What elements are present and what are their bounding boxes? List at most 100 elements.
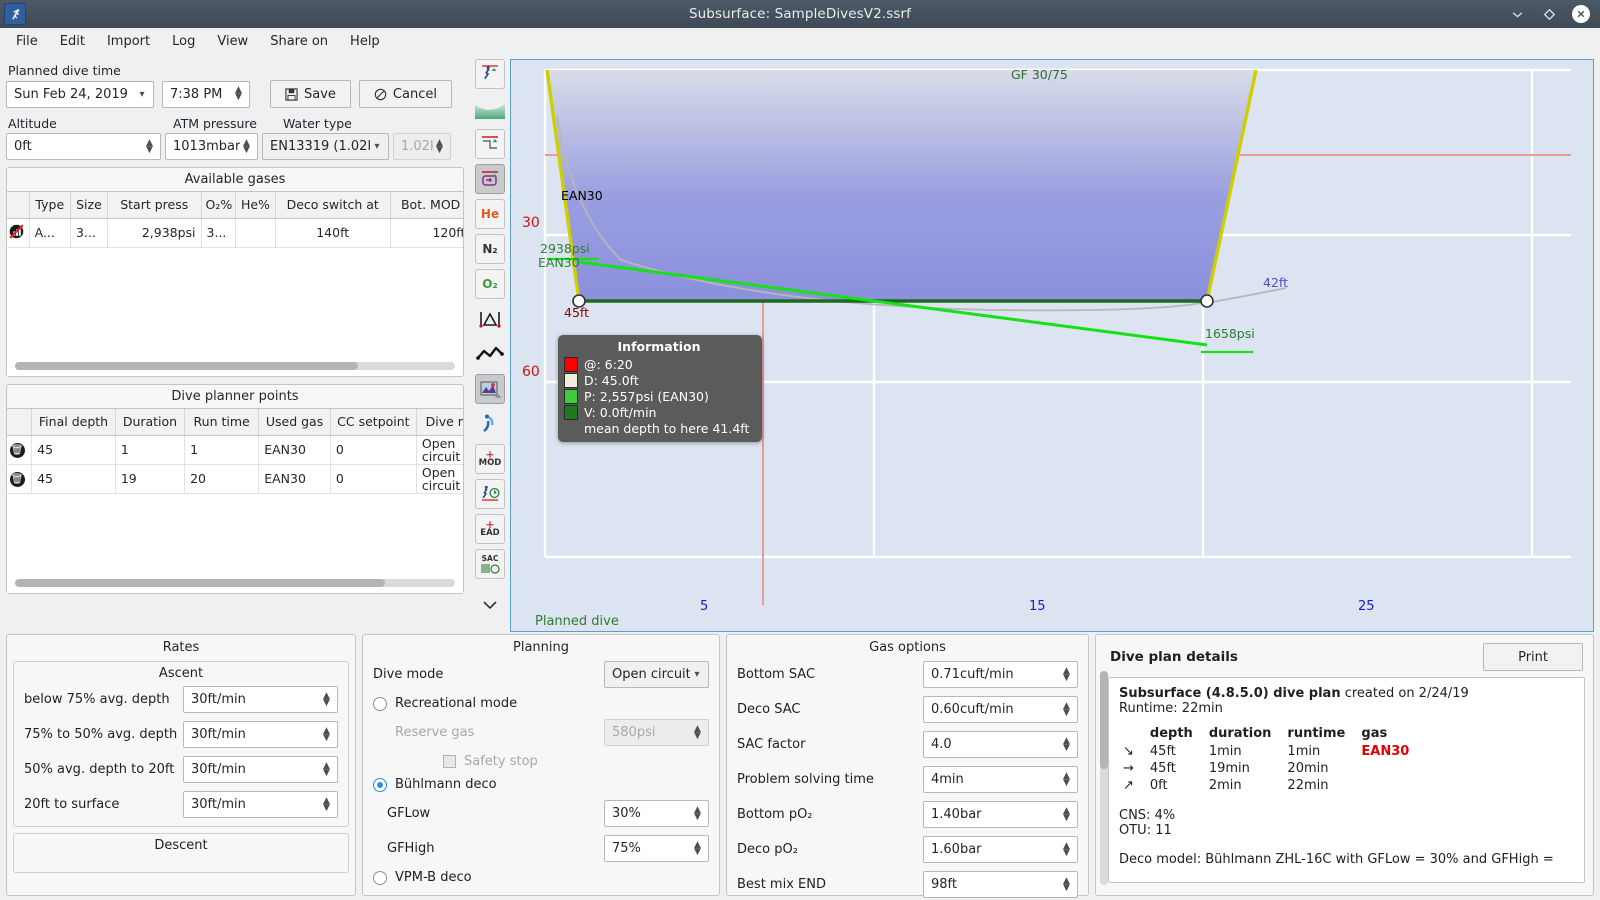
menu-edit[interactable]: Edit: [59, 34, 85, 49]
deco-po2-spinbox[interactable]: 1.60bar ▲ ▼: [923, 836, 1078, 863]
cancel-button[interactable]: Cancel: [358, 80, 452, 108]
delete-point-cell[interactable]: 🗑: [7, 435, 33, 465]
water-type-combo[interactable]: EN13319 (1.02k ▾: [262, 133, 389, 160]
show-dc-reported-ceiling-icon[interactable]: [475, 59, 505, 89]
col-cc-setpoint[interactable]: CC setpoint: [330, 409, 417, 436]
gflow-spinbox[interactable]: 30% ▲ ▼: [604, 800, 709, 827]
table-row[interactable]: 🗑 45 19 20 EAN30 0 Open circuit: [7, 464, 463, 494]
menu-share-on[interactable]: Share on: [270, 34, 329, 49]
stepper[interactable]: ▲ ▼: [694, 804, 701, 822]
maximize-icon[interactable]: [1540, 5, 1558, 23]
time-stepper[interactable]: ▲ ▼: [235, 85, 242, 102]
date-combo[interactable]: Sun Feb 24, 2019 ▾: [6, 80, 154, 108]
nitrogen-icon[interactable]: N₂: [475, 234, 505, 264]
col-duration[interactable]: Duration: [115, 409, 186, 436]
recreational-mode-radio[interactable]: [373, 696, 387, 711]
deco-sac-spinbox[interactable]: 0.60cuft/min ▲ ▼: [923, 696, 1078, 723]
heartrate-icon[interactable]: [475, 339, 505, 369]
col-type[interactable]: Type: [29, 192, 71, 219]
menu-import[interactable]: Import: [106, 34, 151, 49]
close-icon[interactable]: [1572, 5, 1590, 23]
no-chart-icon[interactable]: [8, 223, 25, 240]
gfhigh-spinbox[interactable]: 75% ▲ ▼: [604, 835, 709, 862]
point-used-gas: EAN30: [258, 464, 331, 494]
col-start-press[interactable]: Start press: [107, 192, 202, 219]
dive-profile-chart[interactable]: GF 30/75 30 60 5 15 25 Planned dive EAN3…: [510, 59, 1594, 632]
details-vertical-scrollbar[interactable]: [1100, 671, 1108, 885]
save-button[interactable]: Save: [270, 80, 351, 108]
vpmb-deco-row[interactable]: VPM-B deco: [373, 870, 709, 885]
scale-graph-icon[interactable]: [475, 94, 505, 124]
stepper[interactable]: ▲ ▼: [1063, 700, 1070, 718]
stepper[interactable]: ▲ ▼: [323, 690, 330, 708]
col-final-depth[interactable]: Final depth: [31, 409, 116, 436]
points-horizontal-scrollbar[interactable]: [15, 579, 455, 587]
ead-icon[interactable]: + EAD: [475, 514, 505, 544]
dive-planner-points-table[interactable]: Final depth Duration Run time Used gas C…: [7, 408, 463, 593]
dive-mode-combo[interactable]: Open circuit ▾: [604, 661, 709, 688]
stepper[interactable]: ▲ ▼: [1063, 665, 1070, 683]
menu-log[interactable]: Log: [172, 34, 196, 49]
col-size[interactable]: Size: [70, 192, 108, 219]
col-deco-switch-at[interactable]: Deco switch at: [275, 192, 391, 219]
ascent-rate-spinbox-2[interactable]: 30ft/min ▲ ▼: [183, 721, 338, 748]
print-button[interactable]: Print: [1483, 643, 1583, 671]
buhlmann-deco-row[interactable]: Bühlmann deco: [373, 777, 709, 792]
best-mix-end-spinbox[interactable]: 98ft ▲ ▼: [923, 871, 1078, 898]
tissue-graph-icon[interactable]: [475, 164, 505, 194]
col-he[interactable]: He%: [235, 192, 276, 219]
atm-pressure-stepper[interactable]: ▲ ▼: [243, 137, 250, 155]
col-o2[interactable]: O₂%: [201, 192, 237, 219]
menu-file[interactable]: File: [16, 34, 38, 49]
delete-point-cell[interactable]: 🗑: [7, 464, 33, 494]
trash-icon[interactable]: 🗑: [9, 472, 25, 487]
stepper[interactable]: ▲ ▼: [323, 760, 330, 778]
stepper[interactable]: ▲ ▼: [1063, 770, 1070, 788]
ruler-icon[interactable]: [475, 409, 505, 439]
bottom-po2-spinbox[interactable]: 1.40bar ▲ ▼: [923, 801, 1078, 828]
stepper[interactable]: ▲ ▼: [1063, 840, 1070, 858]
stepper[interactable]: ▲ ▼: [1063, 735, 1070, 753]
time-spinbox[interactable]: 7:38 PM ▲ ▼: [162, 80, 250, 108]
stepper[interactable]: ▲ ▼: [694, 839, 701, 857]
gradient-factor-icon[interactable]: [475, 304, 505, 334]
buhlmann-deco-radio[interactable]: [373, 777, 387, 792]
col-bot-mod[interactable]: Bot. MOD: [390, 192, 463, 219]
gases-horizontal-scrollbar[interactable]: [15, 362, 455, 370]
col-used-gas[interactable]: Used gas: [258, 409, 331, 436]
stepper[interactable]: ▲ ▼: [323, 795, 330, 813]
calculated-ceiling-icon[interactable]: [475, 129, 505, 159]
recreational-mode-row[interactable]: Recreational mode: [373, 696, 709, 711]
partial-pressure-icon[interactable]: [475, 374, 505, 404]
ascent-rate-spinbox-4[interactable]: 30ft/min ▲ ▼: [183, 791, 338, 818]
problem-solving-time-spinbox[interactable]: 4min ▲ ▼: [923, 766, 1078, 793]
more-icon[interactable]: [475, 590, 505, 620]
col-dive-mode[interactable]: Dive mode: [416, 409, 463, 436]
stepper[interactable]: ▲ ▼: [323, 725, 330, 743]
table-row[interactable]: A... 3... 2,938psi 3... 140ft 120ft 98f: [7, 218, 463, 248]
atm-pressure-spinbox[interactable]: 1013mbar ▲ ▼: [165, 133, 258, 160]
dive-plan-details-text[interactable]: Subsurface (4.8.5.0) dive plan created o…: [1108, 677, 1585, 883]
ndl-tts-icon[interactable]: [475, 479, 505, 509]
stepper[interactable]: ▲ ▼: [1063, 875, 1070, 893]
altitude-spinbox[interactable]: 0ft ▲ ▼: [6, 133, 161, 160]
helium-icon[interactable]: He: [475, 199, 505, 229]
gas-row-icon-cell[interactable]: [7, 218, 30, 248]
available-gases-table[interactable]: Type Size Start press O₂% He% Deco switc…: [7, 191, 463, 376]
sac-factor-spinbox[interactable]: 4.0 ▲ ▼: [923, 731, 1078, 758]
menu-view[interactable]: View: [217, 34, 249, 49]
table-row[interactable]: 🗑 45 1 1 EAN30 0 Open circuit: [7, 435, 463, 465]
minimize-icon[interactable]: [1508, 5, 1526, 23]
bottom-sac-spinbox[interactable]: 0.71cuft/min ▲ ▼: [923, 661, 1078, 688]
ascent-rate-spinbox-1[interactable]: 30ft/min ▲ ▼: [183, 686, 338, 713]
col-run-time[interactable]: Run time: [184, 409, 260, 436]
mod-icon[interactable]: + MOD: [475, 444, 505, 474]
altitude-stepper[interactable]: ▲ ▼: [146, 137, 153, 155]
ascent-rate-spinbox-3[interactable]: 30ft/min ▲ ▼: [183, 756, 338, 783]
trash-icon[interactable]: 🗑: [9, 443, 25, 458]
sac-icon[interactable]: SAC: [475, 549, 505, 579]
vpmb-deco-radio[interactable]: [373, 870, 387, 885]
oxygen-icon[interactable]: O₂: [475, 269, 505, 299]
menu-help[interactable]: Help: [350, 34, 380, 49]
stepper[interactable]: ▲ ▼: [1063, 805, 1070, 823]
